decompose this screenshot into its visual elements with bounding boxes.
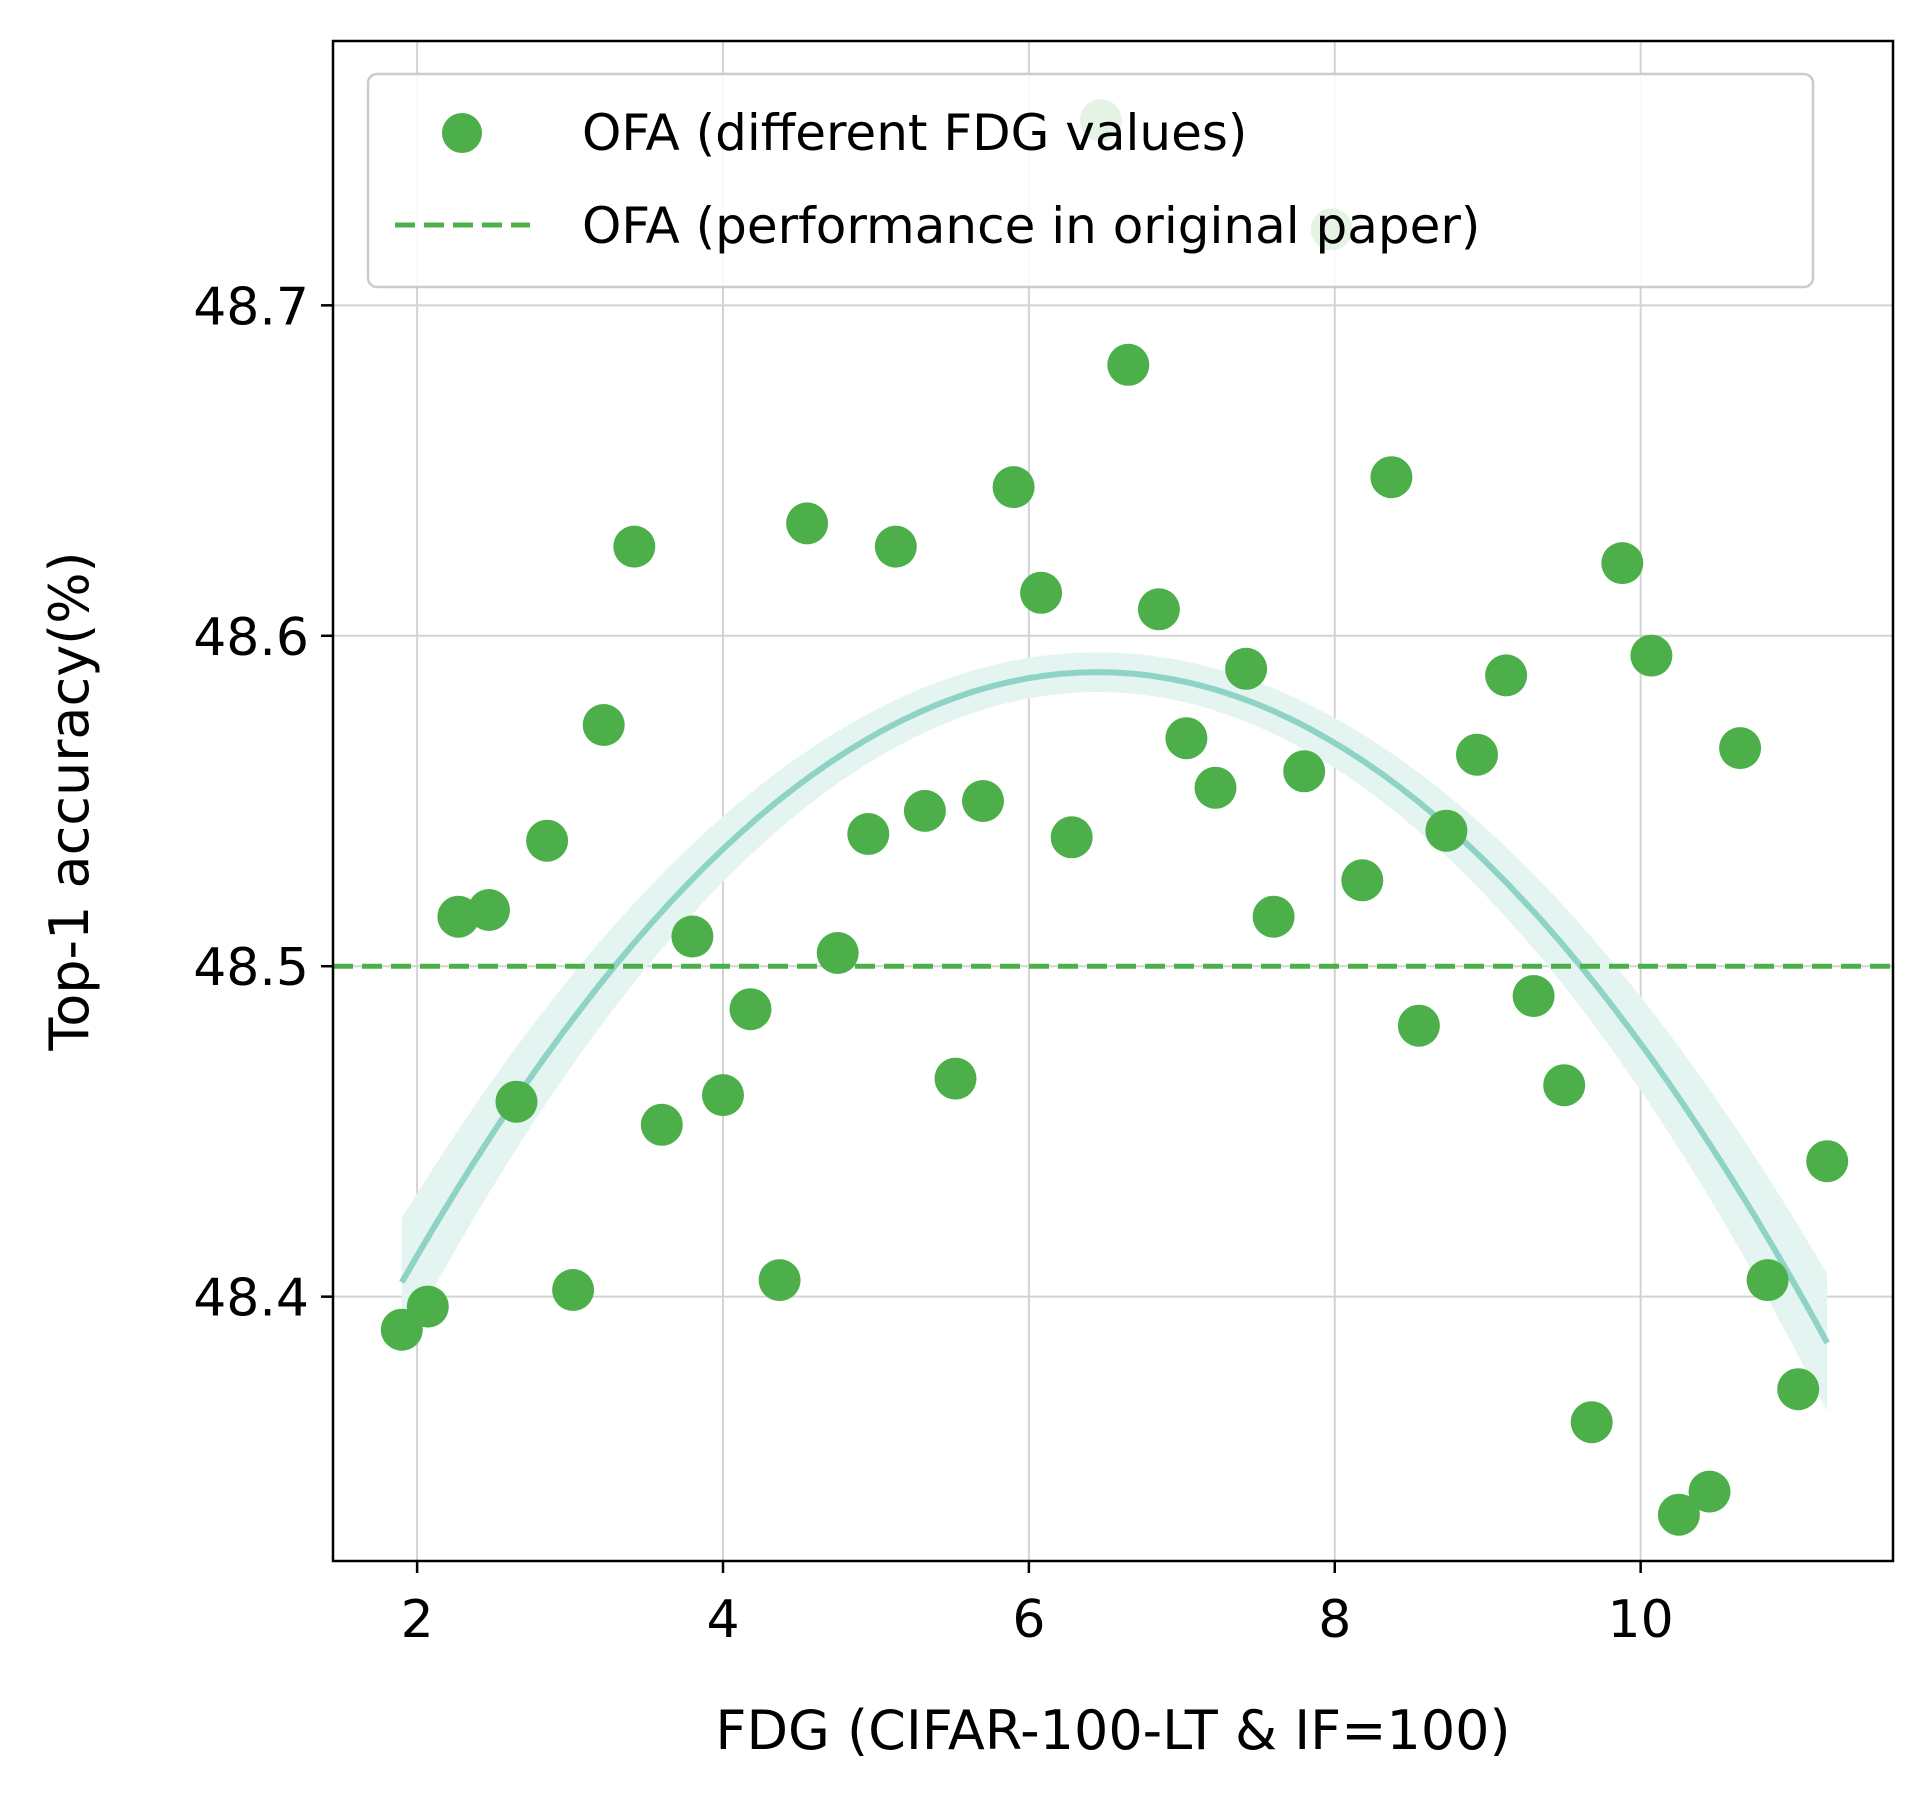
scatter-point [495,1080,538,1123]
scatter-point [1050,816,1093,859]
scatter-point [758,1259,801,1302]
scatter-point [1746,1259,1789,1302]
scatter-point [1456,733,1498,776]
legend-label-scatter: OFA (different FDG values) [582,104,1247,162]
scatter-point [1341,859,1384,902]
scatter-point [1570,1401,1613,1444]
legend-box [366,72,1815,289]
scatter-point [1137,588,1180,631]
scatter-point [903,789,946,832]
plot-frame [331,39,1895,1563]
confidence-band [401,652,1828,1412]
legend-label-reference: OFA (performance in original paper) [582,197,1480,255]
y-tick-label: 48.4 [193,1269,309,1329]
scatter-point [1283,750,1326,793]
scatter-point [640,1103,683,1146]
scatter-point [1806,1140,1849,1183]
x-tick-label: 4 [706,1590,739,1650]
x-axis-label: FDG (CIFAR-100-LT & IF=100) [715,1699,1510,1762]
scatter-point [1252,895,1295,938]
x-tick-label: 10 [1608,1590,1674,1650]
scatter-point [1107,343,1150,386]
fit-line [399,669,1830,1345]
scatter-point [934,1057,977,1100]
x-tick-label: 2 [401,1590,434,1650]
scatter-point [1225,647,1268,690]
scatter-point [1194,766,1237,809]
scatter-point [874,525,917,568]
fit-confidence-band [401,652,1828,1412]
scatter-points [380,99,1849,1536]
x-tick-label: 6 [1012,1590,1045,1650]
scatter-point [613,525,656,568]
scatter-point [1630,634,1673,677]
fit-curve [399,669,1830,1345]
scatter-point [1688,1470,1731,1513]
scatter-point [406,1285,449,1328]
scatter-point [526,819,569,862]
scatter-point [786,502,829,545]
scatter-point [1425,809,1468,852]
scatter-point [1657,1493,1700,1536]
scatter-point [1512,975,1555,1017]
scatter-point [1370,456,1413,499]
scatter-point [1485,654,1528,697]
x-tick-label: 8 [1318,1590,1351,1650]
scatter-point [671,915,714,958]
scatter-point [1601,542,1644,585]
scatter-point [582,704,625,746]
scatter-point [702,1074,744,1117]
scatter-point [992,466,1035,509]
scatter-point [1719,727,1762,770]
scatter-point [847,813,890,855]
y-tick-label: 48.7 [193,277,309,337]
scatter-point [1543,1064,1586,1107]
scatter-point [552,1269,595,1311]
y-axis-label: Top-1 accuracy(%) [38,551,101,1051]
scatter-point [1777,1368,1820,1411]
scatter-point [816,932,859,974]
scatter-point [962,780,1004,822]
scatter-point [1397,1004,1440,1047]
grid [333,41,1893,1561]
scatter-point [1020,571,1063,614]
legend: OFA (different FDG values) OFA (performa… [366,72,1815,289]
legend-scatter-marker [442,113,482,153]
scatter-point [468,889,510,931]
y-tick-label: 48.5 [193,938,309,998]
scatter-point [729,988,772,1031]
axis-ticks: 2 4 6 8 10 48.4 48.5 48.6 48.7 [193,277,1674,1650]
y-tick-label: 48.6 [193,608,309,668]
scatter-point [1165,717,1208,760]
